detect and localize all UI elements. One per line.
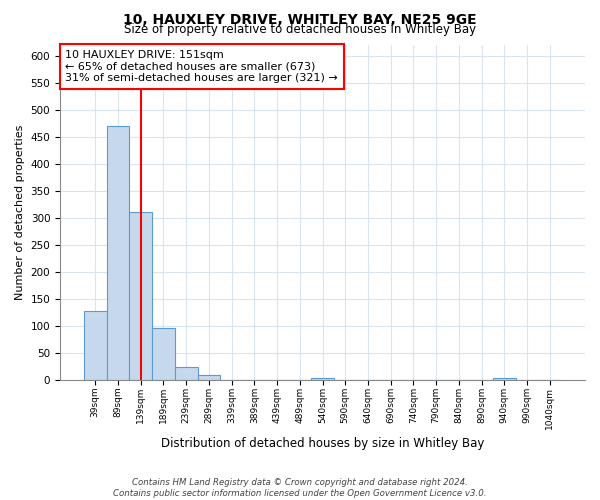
Bar — [175, 367, 197, 380]
Bar — [493, 378, 515, 380]
Y-axis label: Number of detached properties: Number of detached properties — [15, 125, 25, 300]
Bar — [130, 212, 152, 380]
Bar — [84, 311, 107, 380]
Bar — [107, 126, 130, 380]
X-axis label: Distribution of detached houses by size in Whitley Bay: Distribution of detached houses by size … — [161, 437, 484, 450]
Bar — [197, 375, 220, 380]
Text: Contains HM Land Registry data © Crown copyright and database right 2024.
Contai: Contains HM Land Registry data © Crown c… — [113, 478, 487, 498]
Bar — [311, 378, 334, 380]
Text: Size of property relative to detached houses in Whitley Bay: Size of property relative to detached ho… — [124, 22, 476, 36]
Text: 10 HAUXLEY DRIVE: 151sqm
← 65% of detached houses are smaller (673)
31% of semi-: 10 HAUXLEY DRIVE: 151sqm ← 65% of detach… — [65, 50, 338, 83]
Bar — [152, 328, 175, 380]
Text: 10, HAUXLEY DRIVE, WHITLEY BAY, NE25 9GE: 10, HAUXLEY DRIVE, WHITLEY BAY, NE25 9GE — [123, 12, 477, 26]
